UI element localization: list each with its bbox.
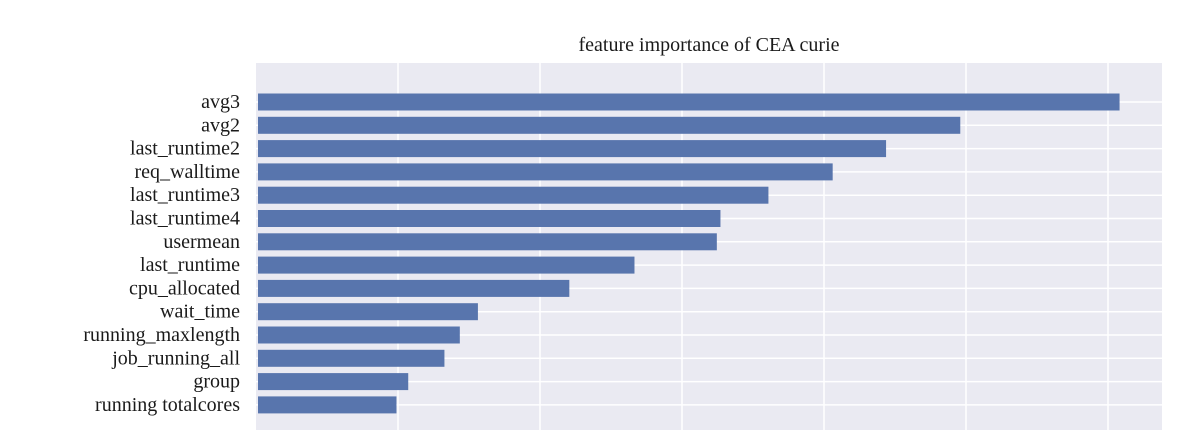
category-label: usermean [163,231,240,253]
chart-title: feature importance of CEA curie [579,34,840,56]
category-label: job_running_all [111,347,240,369]
category-label: last_runtime3 [130,184,240,206]
bar-running-totalcores [258,396,397,414]
bar-usermean [258,233,717,251]
bar-last-runtime3 [258,186,769,204]
bar-group [258,373,409,391]
category-label: cpu_allocated [129,277,240,299]
category-label: last_runtime [140,254,240,276]
bar-wait-time [258,303,478,321]
category-label: last_runtime2 [130,138,240,160]
category-label: avg2 [201,114,240,136]
bar-avg3 [258,93,1120,111]
category-label: group [193,371,240,393]
bar-avg2 [258,116,961,134]
bar-last-runtime [258,256,635,274]
bar-cpu-allocated [258,279,570,297]
bar-last-runtime2 [258,140,887,158]
bars [258,93,1120,414]
category-label: wait_time [160,301,240,323]
bar-req-walltime [258,163,833,181]
category-label: req_walltime [134,161,240,183]
category-label: last_runtime4 [130,208,240,230]
category-label: running_maxlength [83,324,240,346]
category-label: avg3 [201,91,240,113]
category-label: running totalcores [95,394,240,416]
bar-running-maxlength [258,326,460,344]
category-labels: avg3avg2last_runtime2req_walltimelast_ru… [83,91,240,416]
bar-last-runtime4 [258,210,721,227]
bar-job-running-all [258,349,445,367]
